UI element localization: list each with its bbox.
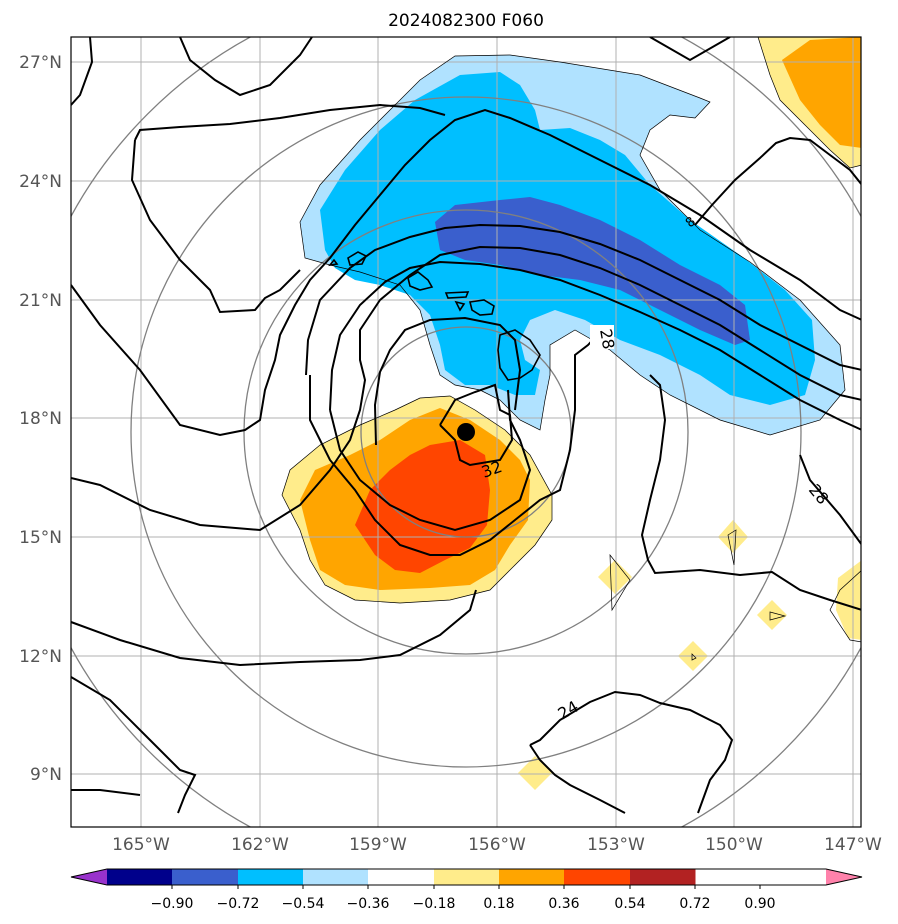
thin-contours: [281, 37, 861, 661]
label-bg: [590, 325, 614, 349]
colorbar: −0.90 −0.72 −0.54 −0.36 −0.18 0.18 0.36 0.54 0.7…: [70, 868, 863, 912]
hawaiian-islands: [328, 251, 541, 381]
lon-label: 156°W: [468, 835, 526, 855]
colorbar-segment: [172, 869, 239, 885]
colorbar-extend-high: [826, 869, 862, 885]
map-area: 28 32 28 24 8: [71, 37, 861, 827]
contour-label-28-b: 28: [805, 480, 833, 508]
colorbar-tick-label: 0.72: [679, 896, 710, 912]
colorbar-segment: [564, 869, 631, 885]
colorbar-tick-label: 0.36: [548, 896, 579, 912]
lat-label: 9°N: [30, 765, 62, 785]
colorbar-segment: [303, 869, 369, 885]
colorbar-tick-label: −0.36: [347, 896, 390, 912]
colorbar-tick-label: 0.18: [483, 896, 514, 912]
colorbar-segment: [238, 869, 304, 885]
range-circles: [71, 37, 861, 827]
lon-label: 162°W: [231, 835, 289, 855]
yellow-diamond-5: [518, 756, 552, 790]
thick-contours: [71, 37, 861, 814]
yellow-diamond-2: [598, 560, 632, 594]
colorbar-tick-label: 0.90: [744, 896, 775, 912]
lat-label: 12°N: [19, 647, 62, 667]
colorbar-ticks: −0.90 −0.72 −0.54 −0.36 −0.18 0.18 0.36 0.54 0.7…: [151, 885, 776, 912]
red-orange-region: [355, 440, 490, 573]
lat-label: 27°N: [19, 53, 62, 73]
colorbar-tick-label: 0.54: [614, 896, 645, 912]
yellow-se-region: [836, 560, 861, 640]
colorbar-segment: [499, 869, 565, 885]
colorbar-tick-label: −0.54: [282, 896, 325, 912]
ne-orange-region: [782, 37, 861, 148]
colorbar-tick-label: −0.72: [217, 896, 260, 912]
lat-label: 18°N: [19, 409, 62, 429]
contour-label-24: 24: [555, 697, 582, 724]
colorbar-segment: [368, 869, 435, 885]
colorbar-segment: [630, 869, 696, 885]
colorbar-segments: [71, 869, 862, 885]
colorbar-tick-label: −0.18: [413, 896, 456, 912]
colorbar-segment: [434, 869, 500, 885]
colorbar-extend-low: [71, 869, 107, 885]
map-frame: [70, 36, 862, 828]
yellow-diamond-3: [757, 600, 787, 630]
lon-label: 159°W: [349, 835, 407, 855]
map-title: 2024082300 F060: [388, 11, 544, 31]
contour-label-28-a: 28: [596, 327, 618, 350]
storm-center-marker: [457, 423, 475, 441]
lon-label: 150°W: [705, 835, 763, 855]
lat-label: 24°N: [19, 172, 62, 192]
lat-label: 15°N: [19, 528, 62, 548]
colorbar-outline: [70, 868, 863, 886]
lon-label: 147°W: [824, 835, 882, 855]
lat-label: 21°N: [19, 291, 62, 311]
colorbar-segment: [107, 869, 173, 885]
latitude-labels: 27°N 24°N 21°N 18°N 15°N 12°N 9°N: [19, 53, 62, 785]
lon-label: 153°W: [587, 835, 645, 855]
colorbar-tick-label: −0.90: [151, 896, 194, 912]
lon-label: 165°W: [112, 835, 170, 855]
dark-blue-region: [435, 197, 750, 345]
longitude-labels: 165°W 162°W 159°W 156°W 153°W 150°W 147°…: [112, 835, 882, 855]
